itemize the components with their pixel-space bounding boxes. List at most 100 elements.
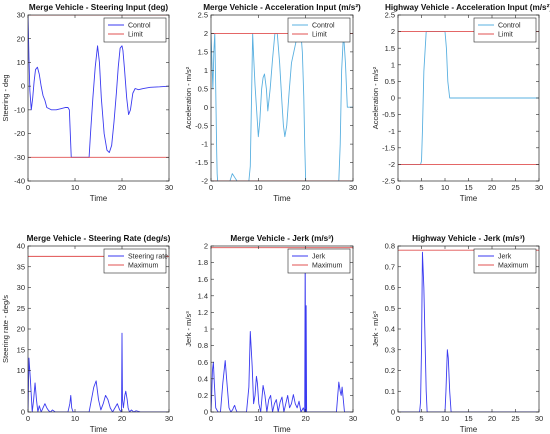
chart-title: Highway Vehicle - Jerk (m/s³) — [412, 234, 525, 243]
legend: Jerk Maximum — [287, 248, 351, 274]
y-tick-label: -1 — [388, 127, 395, 136]
x-tick-label: 25 — [511, 414, 519, 423]
x-tick-label: 20 — [118, 183, 126, 192]
chart-title: Merge Vehicle - Steering Input (deg) — [29, 3, 168, 12]
y-tick-label: 0.8 — [198, 341, 208, 350]
x-tick-label: 10 — [254, 414, 262, 423]
legend-entry: Control — [128, 23, 151, 30]
legend-entry: Limit — [498, 32, 513, 39]
x-axis-label: Time — [460, 425, 478, 434]
x-tick-label: 15 — [464, 183, 472, 192]
y-tick-label: -2 — [201, 177, 208, 186]
axes-box — [210, 14, 354, 182]
x-tick-label: 0 — [26, 414, 30, 423]
y-tick-label: 2 — [204, 242, 208, 251]
y-tick-label: 0.4 — [198, 374, 208, 383]
y-tick-label: 0.8 — [385, 242, 395, 251]
x-tick-label: 30 — [535, 414, 543, 423]
y-tick-label: 15 — [17, 345, 25, 354]
x-tick-label: 20 — [301, 183, 309, 192]
x-tick-label: 5 — [419, 183, 423, 192]
y-tick-label: 0.2 — [198, 391, 208, 400]
y-axis-label: Acceleration - m/s² — [371, 66, 380, 129]
y-tick-label: -1.5 — [382, 143, 395, 152]
x-axis-label: Time — [90, 194, 108, 203]
y-tick-label: 0 — [204, 408, 208, 417]
series-line-control — [211, 32, 353, 181]
y-axis-label: Steering - deg — [1, 74, 10, 121]
y-tick-label: -2.5 — [382, 177, 395, 186]
x-tick-label: 0 — [209, 183, 213, 192]
y-tick-label: 0 — [21, 408, 25, 417]
legend-entry: Control — [498, 23, 521, 30]
series-line-jerk — [211, 249, 353, 412]
y-tick-label: 0.1 — [385, 387, 395, 396]
y-tick-label: 30 — [17, 11, 25, 20]
x-tick-label: 10 — [441, 183, 449, 192]
plot-area — [28, 246, 169, 412]
chart-title: Merge Vehicle - Acceleration Input (m/s²… — [203, 3, 361, 12]
y-tick-label: 0 — [391, 408, 395, 417]
y-axis-label: Jerk - m/s³ — [184, 311, 193, 347]
chart-panel-5: 0 10 20 30 0 0.2 0.4 0.6 0.8 1 1.2 1.4 1.6 1.8 2 Merge … — [184, 234, 357, 434]
legend-entry: Jerk — [312, 254, 326, 261]
x-tick-label: 10 — [71, 414, 79, 423]
y-tick-label: 20 — [17, 34, 25, 43]
legend-entry: Maximum — [312, 263, 343, 270]
y-tick-label: 0.3 — [385, 345, 395, 354]
y-axis-label: Acceleration - m/s² — [184, 66, 193, 129]
x-tick-label: 0 — [26, 183, 30, 192]
legend: Steering rate Maximum — [103, 248, 168, 274]
y-tick-label: 10 — [17, 58, 25, 67]
y-tick-label: 1.2 — [198, 308, 208, 317]
chart-panel-1: 0 10 20 30 -40 -30 -20 -10 0 10 20 30 Merge Vehicle … — [1, 3, 173, 203]
y-tick-label: -40 — [14, 177, 25, 186]
y-tick-label: 0 — [204, 103, 208, 112]
x-tick-label: 0 — [209, 414, 213, 423]
x-tick-label: 30 — [349, 414, 357, 423]
series-line-jerk — [398, 251, 539, 412]
x-tick-label: 25 — [511, 183, 519, 192]
x-axis-label: Time — [273, 194, 291, 203]
series-line-steering-rate — [28, 332, 169, 412]
y-axis-label: Steering rate - deg/s — [1, 295, 10, 363]
chart-panel-3: 0 5 10 15 20 25 30 -2.5 -2 -1.5 -1 -0.5 0 0.5 1 1.5 2 2.5… — [371, 3, 550, 203]
y-tick-label: -1.5 — [195, 158, 208, 167]
y-tick-label: 1.6 — [198, 275, 208, 284]
x-axis-label: Time — [90, 425, 108, 434]
legend-box — [103, 248, 167, 274]
x-axis-label: Time — [273, 425, 291, 434]
legend-entry: Limit — [312, 32, 327, 39]
x-tick-label: 5 — [419, 414, 423, 423]
legend-entry: Limit — [128, 32, 143, 39]
x-tick-label: 0 — [396, 414, 400, 423]
legend-box — [287, 248, 351, 274]
x-tick-label: 20 — [488, 414, 496, 423]
y-tick-label: 1.5 — [198, 47, 208, 56]
legend-entry: Jerk — [498, 254, 512, 261]
y-tick-label: 2.5 — [198, 11, 208, 20]
y-tick-label: 10 — [17, 366, 25, 375]
legend: Control Limit — [287, 17, 351, 43]
chart-title: Merge Vehicle - Steering Rate (deg/s) — [27, 234, 171, 243]
chart-panel-6: 0 5 10 15 20 25 30 0 0.1 0.2 0.3 0.4 0.5 0.6 0.7 0.8 Hig… — [371, 234, 543, 434]
y-tick-label: 40 — [17, 242, 25, 251]
y-tick-label: 0.2 — [385, 366, 395, 375]
y-tick-label: 1 — [204, 66, 208, 75]
legend-entry: Maximum — [128, 263, 159, 270]
x-tick-label: 30 — [165, 183, 173, 192]
y-tick-label: -0.5 — [195, 121, 208, 130]
x-axis-label: Time — [460, 194, 478, 203]
legend-entry: Maximum — [498, 263, 529, 270]
chart-title: Highway Vehicle - Acceleration Input (m/… — [385, 3, 550, 12]
legend-entry: Steering rate — [128, 254, 168, 261]
y-tick-label: 1 — [204, 325, 208, 334]
y-tick-label: 0.7 — [385, 262, 395, 271]
x-tick-label: 15 — [464, 414, 472, 423]
series-line-control — [28, 15, 169, 158]
y-tick-label: -10 — [14, 105, 25, 114]
y-tick-label: 0.6 — [385, 283, 395, 292]
